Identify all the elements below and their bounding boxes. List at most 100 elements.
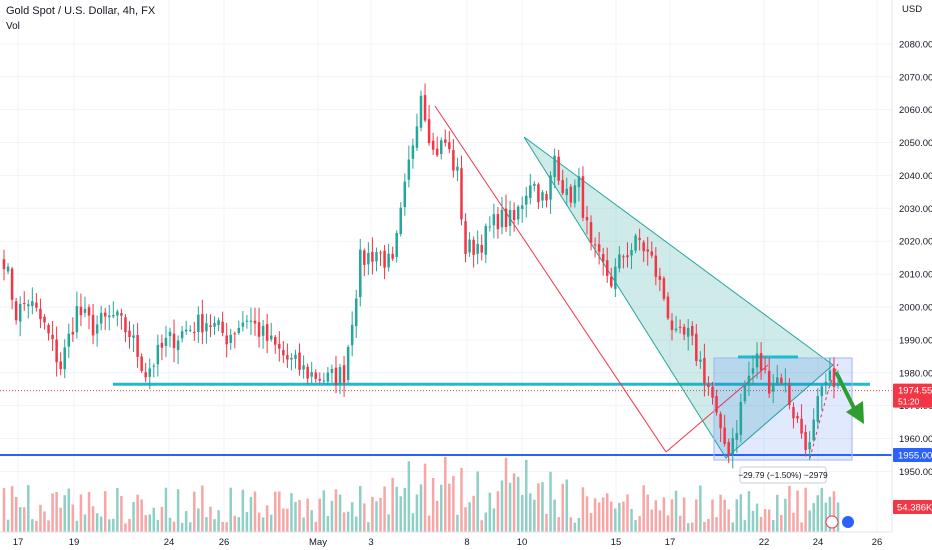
volume-bar: [326, 515, 330, 532]
volume-bar: [354, 516, 358, 532]
y-tick-label: 1990.00: [899, 335, 932, 346]
candle-body: [816, 396, 820, 422]
volume-bar: [415, 494, 419, 532]
volume-bar: [209, 506, 212, 532]
volume-bar: [6, 519, 10, 532]
volume-bars: [2, 456, 840, 532]
drawings: [0, 105, 892, 461]
candle-body: [43, 316, 46, 323]
candle-body: [411, 145, 415, 159]
y-tick-label: 2040.00: [899, 171, 932, 182]
volume-bar: [549, 471, 552, 532]
volume-bar: [282, 508, 285, 532]
candle-body: [51, 334, 54, 340]
volume-bar: [484, 512, 488, 532]
candle-body: [715, 396, 718, 413]
forecast-arrow-head: [846, 401, 864, 424]
candle-body: [237, 327, 241, 333]
candle-body: [561, 180, 564, 194]
volume-bar: [820, 487, 824, 532]
volume-bar: [237, 517, 241, 532]
volume-bar: [265, 505, 269, 532]
forecast-arrow-shaft: [834, 371, 858, 413]
candle-body: [298, 352, 301, 370]
volume-bar: [836, 502, 840, 532]
candle-body: [99, 313, 103, 324]
volume-bar: [180, 522, 184, 532]
candle-body: [824, 381, 828, 385]
candle-body: [265, 324, 269, 341]
y-tick-label: 2030.00: [899, 204, 932, 215]
candle-body: [537, 184, 540, 203]
volume-bar: [10, 486, 14, 532]
candle-body: [569, 186, 573, 203]
y-tick-label: 2050.00: [899, 138, 932, 149]
candle-body: [423, 95, 427, 121]
candle-body: [780, 377, 783, 383]
volume-bar: [51, 493, 54, 532]
candle-body: [225, 335, 228, 345]
candle-body: [91, 314, 95, 336]
volume-bar: [14, 497, 18, 532]
volume-bar: [537, 483, 540, 532]
candle-body: [71, 331, 75, 335]
candle-body: [233, 333, 237, 335]
volume-bar: [553, 499, 556, 532]
volume-bar: [87, 491, 91, 532]
candle-body: [257, 322, 261, 337]
volume-bar: [399, 496, 403, 532]
volume-bar: [743, 520, 747, 532]
y-tick-label: 2000.00: [899, 302, 932, 313]
volume-bar: [739, 494, 743, 532]
candle-body: [529, 185, 532, 198]
candle-body: [75, 306, 79, 333]
candle-body: [597, 244, 601, 252]
volume-tag: [893, 500, 932, 514]
candle-body: [630, 249, 633, 256]
volume-bar: [18, 507, 22, 532]
volume-bar: [322, 490, 326, 532]
candle-body: [221, 321, 224, 333]
volume-bar: [79, 494, 83, 532]
volume-bar: [261, 517, 265, 532]
volume-bar: [626, 494, 629, 532]
candle-body: [719, 413, 722, 429]
candle-body: [249, 320, 253, 322]
volume-bar: [690, 522, 694, 532]
candle-body: [310, 372, 313, 377]
chart-title: Gold Spot / U.S. Dollar, 4h, FX: [6, 5, 156, 17]
candle-body: [480, 245, 483, 253]
volume-bar: [601, 497, 605, 532]
candle-body: [626, 255, 629, 258]
candle-body: [601, 254, 605, 262]
candle-body: [35, 302, 38, 308]
candle-body: [808, 442, 811, 450]
candle-body: [87, 307, 91, 316]
candle-body: [573, 185, 577, 204]
candle-body: [622, 256, 625, 258]
y-tick-label: 2060.00: [899, 105, 932, 116]
volume-bar: [375, 501, 378, 532]
candle-body: [585, 217, 589, 221]
candle-body: [156, 344, 160, 365]
candle-body: [723, 427, 726, 444]
volume-bar: [168, 517, 172, 532]
candle-body: [525, 195, 528, 205]
candle-body: [759, 352, 763, 371]
candle-body: [658, 276, 662, 280]
volume-bar: [290, 493, 293, 532]
candle-body: [132, 335, 135, 338]
y-tick-label: 2020.00: [899, 237, 932, 248]
candle-body: [359, 249, 362, 298]
volume-bar: [342, 512, 346, 532]
volume-bar: [622, 501, 625, 532]
volume-bar: [759, 516, 763, 532]
x-tick-label: May: [309, 537, 327, 548]
candle-body: [557, 156, 560, 181]
x-tick-label: 24: [164, 537, 175, 548]
candle-body: [120, 313, 123, 316]
candle-body: [699, 359, 702, 362]
volume-bar: [217, 510, 220, 532]
volume-bar: [731, 522, 734, 532]
